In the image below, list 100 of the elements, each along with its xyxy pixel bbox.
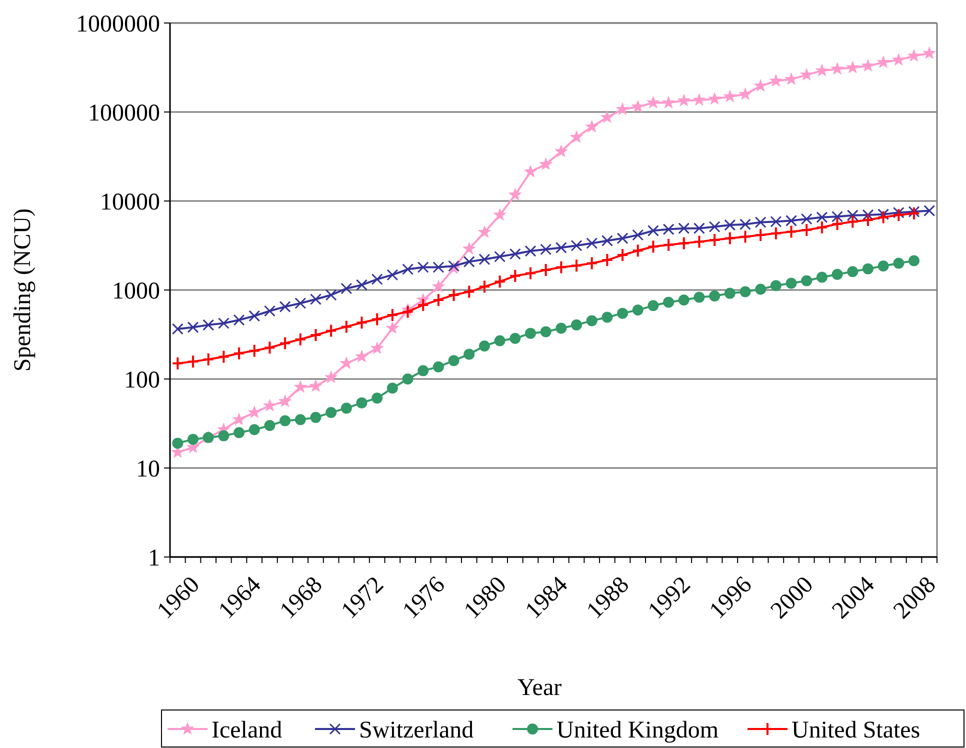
point — [356, 316, 368, 330]
point — [893, 258, 904, 269]
point — [632, 244, 644, 258]
point — [677, 94, 690, 106]
point — [908, 206, 920, 218]
point — [478, 226, 491, 238]
point — [325, 289, 337, 301]
point — [417, 262, 429, 274]
point — [279, 336, 292, 350]
point — [279, 300, 291, 312]
point — [555, 242, 567, 254]
point — [418, 365, 429, 376]
y-tick-label: 10 — [136, 456, 160, 482]
point — [188, 434, 199, 445]
point — [694, 292, 705, 303]
point — [172, 323, 184, 335]
point — [632, 304, 644, 316]
y-tick-label: 1000000 — [76, 11, 160, 38]
point — [892, 206, 904, 218]
point — [233, 314, 245, 326]
y-tick-label: 100 — [124, 367, 160, 394]
point — [908, 49, 920, 62]
point — [248, 310, 260, 322]
point — [233, 346, 246, 360]
point — [294, 414, 306, 426]
point — [278, 394, 292, 407]
point — [846, 214, 859, 229]
point — [924, 204, 936, 216]
point — [708, 220, 720, 232]
point — [370, 342, 384, 354]
point — [340, 402, 352, 414]
point — [386, 269, 398, 281]
point — [740, 218, 751, 230]
point — [540, 244, 552, 256]
point — [708, 232, 721, 247]
point — [786, 214, 798, 226]
point — [602, 312, 613, 323]
point — [280, 415, 291, 426]
legend-label: Switzerland — [359, 717, 474, 744]
point — [800, 68, 814, 80]
point — [739, 230, 752, 244]
x-axis-title: Year — [517, 675, 562, 701]
point — [478, 340, 490, 352]
point — [386, 382, 398, 394]
point — [862, 59, 874, 72]
point — [554, 144, 568, 157]
point — [248, 344, 260, 358]
point — [218, 318, 230, 330]
point — [248, 406, 261, 418]
legend-label: Iceland — [212, 717, 282, 744]
point — [248, 424, 260, 436]
point — [740, 286, 751, 298]
point — [662, 96, 675, 108]
y-tick-label: 10000 — [100, 189, 160, 216]
point — [862, 209, 874, 221]
point — [663, 296, 674, 308]
point — [417, 298, 430, 312]
point — [294, 380, 307, 393]
point — [692, 93, 706, 106]
point — [570, 130, 583, 143]
point — [693, 222, 705, 234]
point — [448, 355, 460, 366]
point — [892, 53, 906, 66]
point — [570, 240, 582, 252]
point — [509, 268, 522, 283]
point — [524, 328, 536, 339]
point — [432, 361, 444, 372]
point — [493, 208, 506, 221]
point — [448, 288, 460, 302]
point — [218, 350, 230, 364]
point — [770, 226, 782, 240]
point — [724, 231, 736, 246]
point — [800, 213, 812, 225]
point — [218, 430, 230, 442]
point — [908, 206, 920, 220]
y-tick-label: 100000 — [88, 100, 160, 126]
point — [340, 282, 352, 294]
point — [586, 256, 598, 270]
point — [662, 224, 674, 236]
point — [234, 427, 245, 438]
point — [294, 297, 306, 309]
point — [524, 266, 536, 280]
point — [494, 335, 506, 346]
point — [324, 370, 338, 383]
point — [662, 238, 675, 252]
point — [678, 222, 690, 234]
point — [616, 102, 629, 115]
point — [309, 379, 322, 392]
point — [877, 210, 890, 224]
point — [326, 407, 337, 418]
point — [723, 90, 736, 102]
point — [724, 219, 736, 231]
point — [770, 74, 782, 87]
point — [463, 256, 475, 268]
point — [510, 332, 521, 344]
y-tick-label: 1000 — [112, 278, 160, 304]
point — [785, 224, 798, 239]
point — [816, 220, 828, 234]
point — [187, 354, 200, 369]
point — [570, 258, 583, 273]
